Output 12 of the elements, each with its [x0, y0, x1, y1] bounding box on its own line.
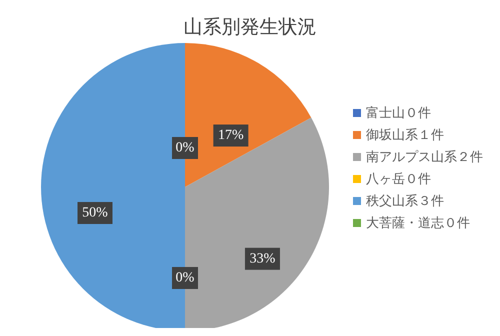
text: 0%	[176, 270, 194, 286]
text: 0%	[176, 140, 194, 156]
legend-label: 大菩薩・道志０件	[366, 214, 470, 232]
legend-label: 南アルプス山系２件	[366, 148, 483, 166]
legend-label: 御坂山系１件	[366, 126, 444, 144]
data-label: 33%	[250, 251, 276, 266]
legend-label: 秩父山系３件	[366, 192, 444, 210]
data-label: 17%	[218, 128, 244, 144]
data-label: 50%	[82, 206, 108, 220]
legend-label: 富士山０件	[366, 104, 431, 122]
legend-label: 八ヶ岳０件	[366, 170, 431, 188]
chart-title: 山系別発生状況	[182, 16, 318, 40]
